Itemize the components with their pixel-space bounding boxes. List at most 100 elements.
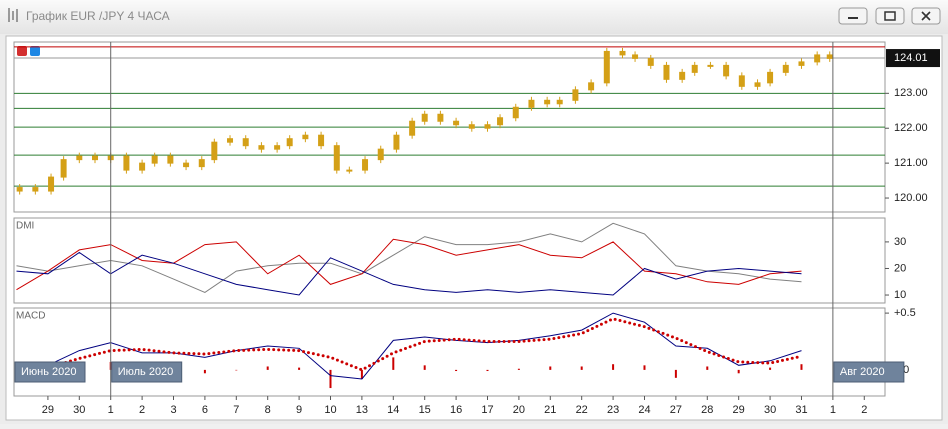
period-label: Авг 2020	[840, 366, 885, 378]
candle-body	[16, 187, 23, 192]
candle-body	[437, 113, 444, 122]
period-label-box	[833, 361, 905, 383]
histogram-bar	[455, 369, 458, 372]
candle-body	[302, 134, 309, 140]
candle-body	[60, 159, 67, 178]
histogram-bar	[517, 368, 520, 370]
histogram-bar	[392, 357, 395, 370]
y-tick-label: 121.00	[894, 157, 928, 169]
x-tick-label: 2	[139, 404, 145, 416]
candle-body	[139, 162, 146, 171]
candle-body	[663, 64, 670, 80]
histogram-bar	[360, 369, 363, 379]
x-tick-label: 29	[42, 404, 54, 416]
chart-icons	[17, 46, 40, 56]
last-price-box	[886, 49, 940, 68]
candle-body	[619, 50, 626, 56]
indicator-line	[16, 222, 802, 293]
candle-body	[512, 106, 519, 119]
candle-body	[421, 113, 428, 122]
indicator-line	[16, 312, 802, 380]
indicator-line	[16, 238, 802, 291]
histogram-bar	[612, 364, 615, 370]
candle-body	[333, 145, 340, 171]
candle-body	[647, 57, 654, 66]
x-tick-label: 22	[576, 404, 588, 416]
candle-body	[198, 159, 205, 168]
histogram-bar	[769, 367, 772, 370]
candle-body	[32, 187, 39, 192]
candle-body	[632, 54, 639, 59]
histogram-bar	[737, 369, 740, 374]
histogram-bar	[549, 366, 552, 370]
candle-body	[393, 134, 400, 150]
x-tick-label: 28	[701, 404, 713, 416]
app-icon	[8, 8, 18, 22]
candle-body	[453, 120, 460, 126]
window-title: График EUR /JPY 4 ЧАСА	[26, 9, 170, 23]
x-tick-label: 14	[387, 404, 399, 416]
y-tick-label: 20	[894, 262, 906, 274]
candle-body	[346, 169, 353, 172]
x-tick-label: 13	[356, 404, 368, 416]
histogram-bar	[329, 369, 332, 389]
close-button[interactable]	[911, 7, 941, 25]
y-tick-label: 122.00	[894, 122, 928, 134]
candle-body	[318, 134, 325, 147]
candle-body	[754, 82, 761, 87]
period-label: Июль 2020	[118, 366, 174, 378]
candle-body	[258, 145, 265, 150]
period-label-box	[14, 361, 86, 383]
x-tick-label: 8	[265, 404, 271, 416]
x-tick-label: 31	[795, 404, 807, 416]
x-tick-label: 29	[733, 404, 745, 416]
candle-body	[723, 64, 730, 77]
candle-body	[707, 64, 714, 67]
x-tick-label: 9	[296, 404, 302, 416]
y-tick-label: +0.5	[894, 307, 916, 319]
candle-body	[691, 64, 698, 73]
x-tick-label: 1	[108, 404, 114, 416]
candle-body	[211, 141, 218, 161]
x-tick-label: 17	[481, 404, 493, 416]
x-tick-label: 15	[419, 404, 431, 416]
candle-body	[409, 120, 416, 136]
x-tick-label: 21	[544, 404, 556, 416]
indicator-line	[16, 251, 802, 296]
y-tick-label: 30	[894, 236, 906, 248]
candle-body	[826, 54, 833, 59]
candle-body	[48, 176, 55, 192]
histogram-bar	[266, 366, 269, 370]
panel-title: MACD	[16, 311, 45, 322]
x-tick-label: 7	[233, 404, 239, 416]
candle-body	[814, 54, 821, 63]
x-tick-label: 3	[170, 404, 176, 416]
candle-body	[679, 71, 686, 80]
histogram-bar	[486, 369, 489, 372]
period-label: Июнь 2020	[21, 366, 77, 378]
candle-body	[572, 89, 579, 101]
minimize-button[interactable]	[838, 7, 868, 25]
histogram-bar	[298, 367, 301, 370]
x-tick-label: 20	[513, 404, 525, 416]
signal-line	[15, 317, 803, 372]
candle-body	[497, 117, 504, 126]
candle-body	[782, 64, 789, 73]
panel-border	[13, 307, 886, 397]
candle-body	[767, 71, 774, 84]
candle-body	[798, 61, 805, 66]
period-label-box	[111, 361, 183, 383]
panel-border	[13, 217, 886, 304]
candle-body	[588, 82, 595, 91]
candle-body	[286, 138, 293, 147]
x-tick-label: 1	[830, 404, 836, 416]
x-tick-label: 30	[764, 404, 776, 416]
restore-button[interactable]	[875, 7, 905, 25]
candle-body	[544, 99, 551, 105]
candle-body	[242, 138, 249, 147]
candle-body	[227, 138, 234, 143]
x-tick-label: 27	[670, 404, 682, 416]
y-tick-label: 120.00	[894, 192, 928, 204]
candle-body	[92, 155, 99, 161]
histogram-bar	[674, 369, 677, 378]
